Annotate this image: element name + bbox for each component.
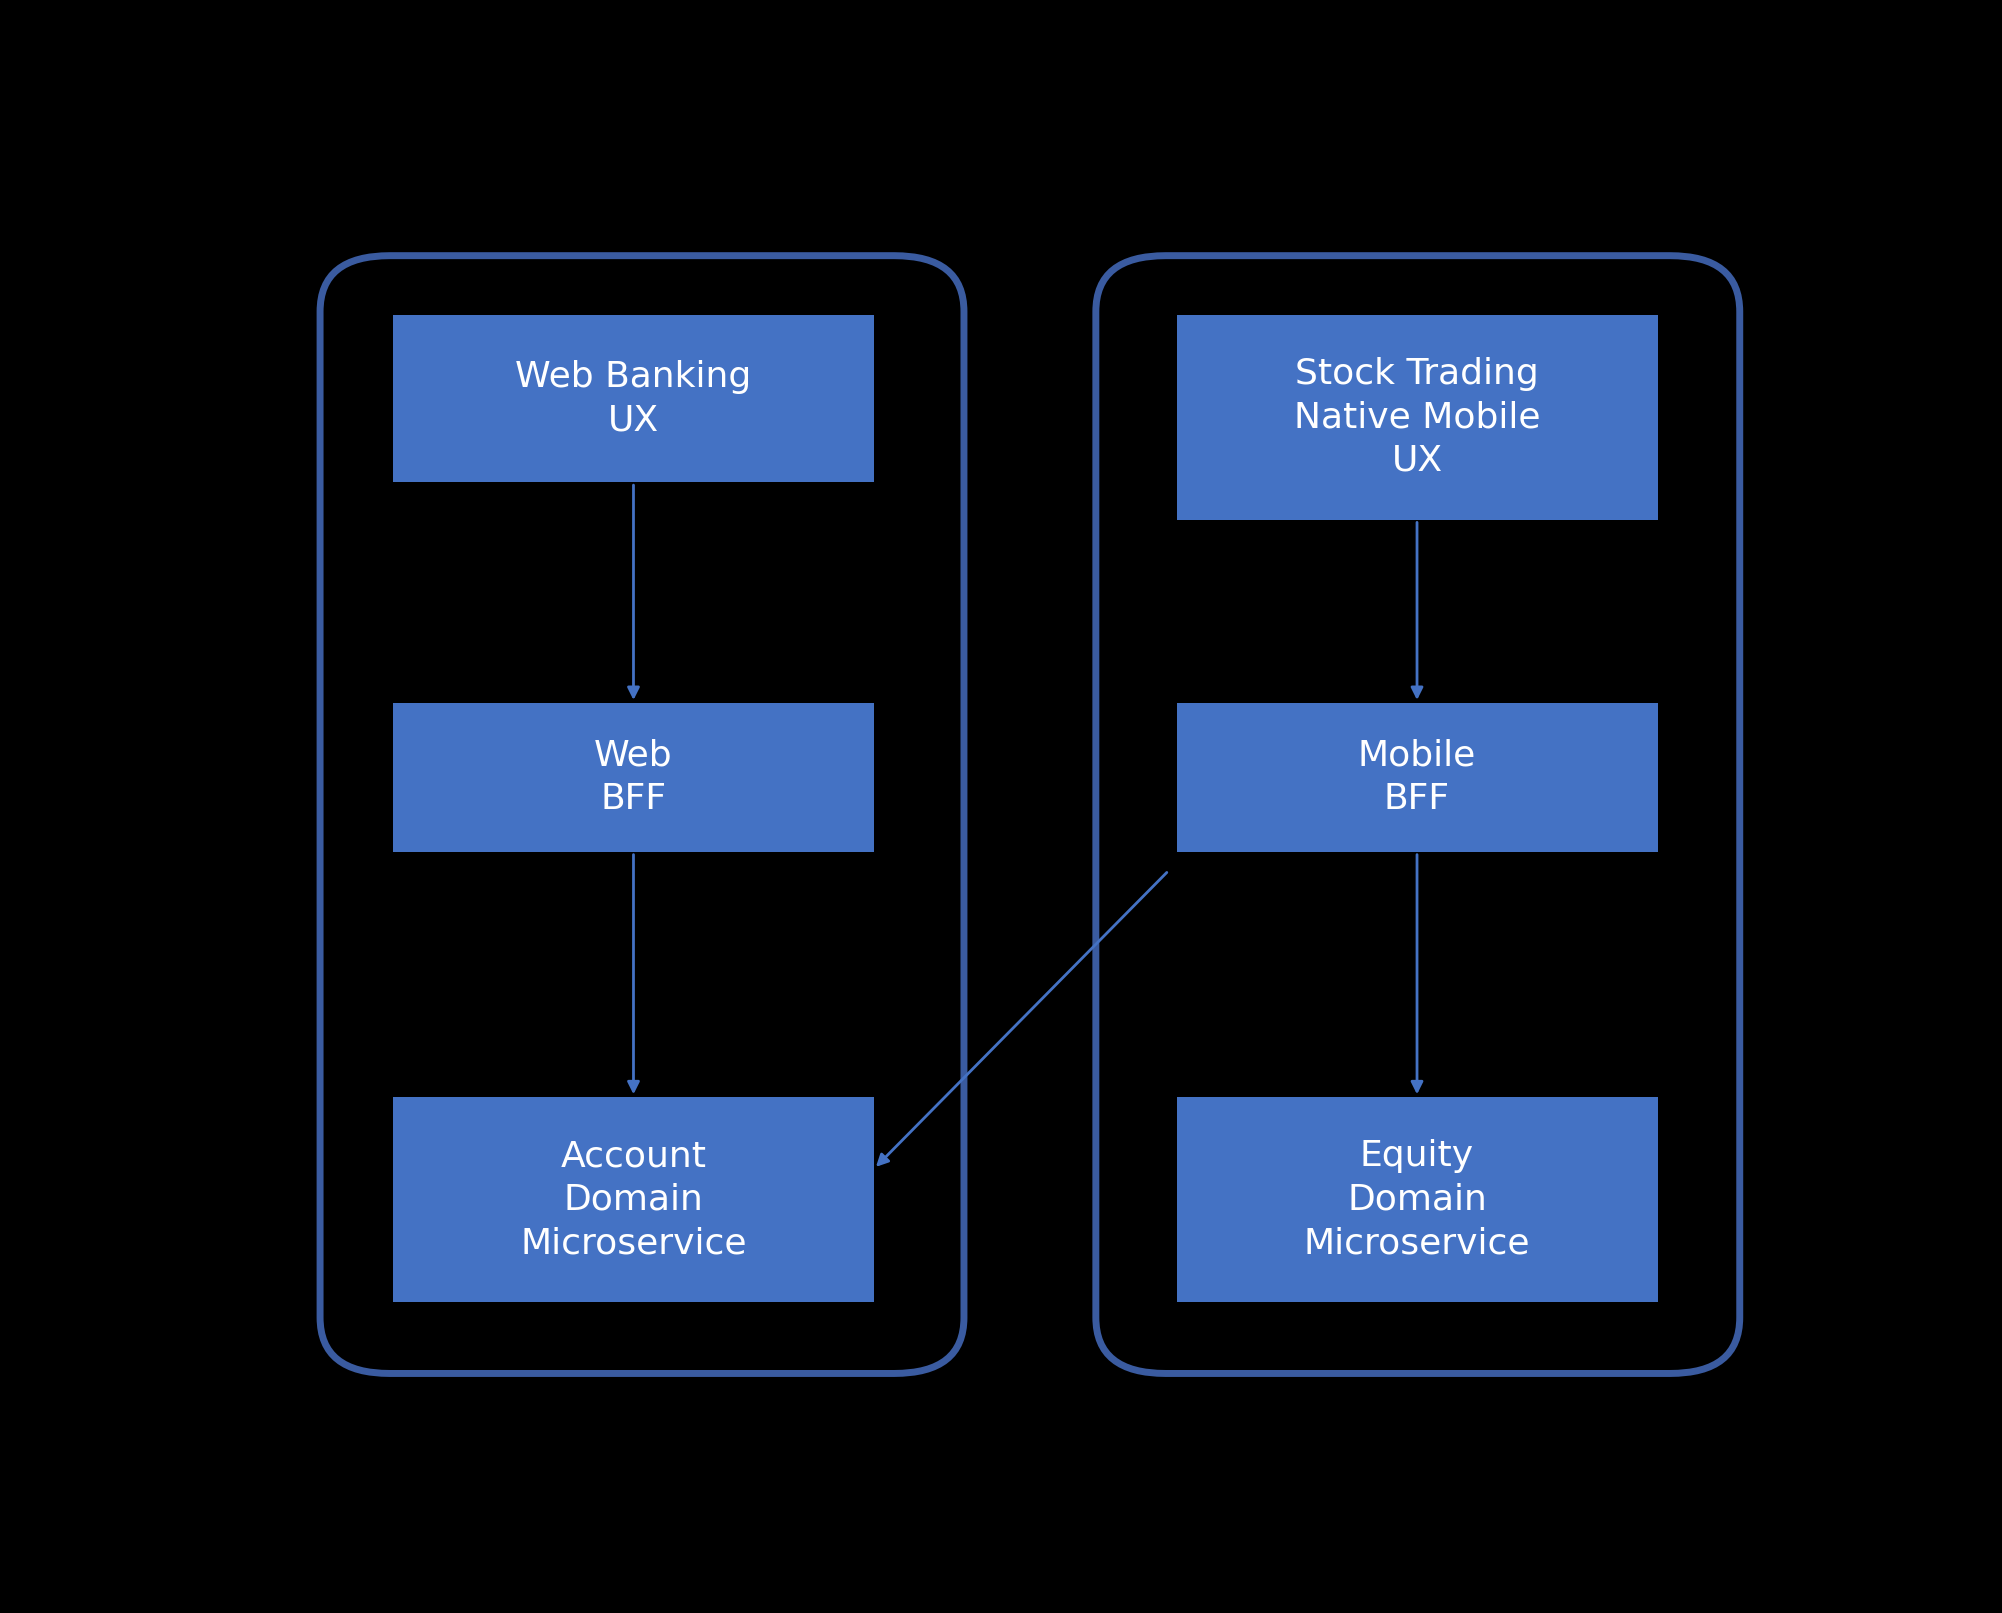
FancyBboxPatch shape bbox=[320, 255, 965, 1374]
Text: Mobile
BFF: Mobile BFF bbox=[1357, 739, 1475, 816]
FancyBboxPatch shape bbox=[392, 703, 875, 852]
FancyBboxPatch shape bbox=[1095, 255, 1740, 1374]
FancyBboxPatch shape bbox=[392, 1097, 875, 1302]
Text: Account
Domain
Microservice: Account Domain Microservice bbox=[521, 1139, 747, 1260]
Text: Web Banking
UX: Web Banking UX bbox=[515, 360, 751, 437]
Text: Equity
Domain
Microservice: Equity Domain Microservice bbox=[1303, 1139, 1530, 1260]
FancyBboxPatch shape bbox=[392, 315, 875, 482]
Text: Web
BFF: Web BFF bbox=[595, 739, 673, 816]
Text: Stock Trading
Native Mobile
UX: Stock Trading Native Mobile UX bbox=[1293, 356, 1540, 477]
FancyBboxPatch shape bbox=[1177, 315, 1658, 519]
FancyBboxPatch shape bbox=[1177, 1097, 1658, 1302]
FancyBboxPatch shape bbox=[1177, 703, 1658, 852]
